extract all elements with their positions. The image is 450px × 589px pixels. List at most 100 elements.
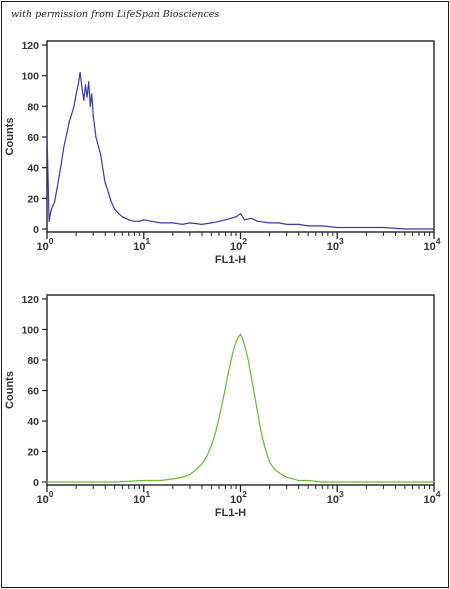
histogram-point (104, 182, 106, 184)
x-tick-label: 104 (424, 236, 441, 253)
histogram-point (92, 481, 94, 483)
histogram-point (46, 133, 48, 135)
y-tick-label: 100 (21, 325, 39, 337)
x-tick-label: 102 (230, 236, 247, 253)
histogram-point (259, 426, 261, 428)
histogram-point (256, 411, 259, 413)
histogram-point (336, 481, 338, 483)
histogram-point (298, 223, 300, 225)
histogram-point (256, 220, 259, 222)
x-tick-exponent: 2 (242, 489, 247, 499)
histogram-point (89, 105, 91, 107)
histogram-point (63, 145, 65, 147)
histogram-point (160, 479, 162, 482)
y-tick-label: 40 (27, 416, 39, 428)
histogram-point (278, 222, 280, 224)
x-tick-exponent: 0 (49, 236, 54, 246)
histogram-point (86, 96, 88, 98)
histogram-point (57, 182, 59, 184)
y-tick-label: 80 (27, 355, 39, 367)
y-tick-label: 120 (21, 40, 39, 52)
histogram-point (114, 481, 116, 483)
x-tick-label: 101 (133, 236, 150, 253)
histogram-point (321, 225, 323, 227)
x-tick-base: 10 (37, 241, 49, 253)
histogram-point (292, 478, 294, 480)
x-axis-label: FL1-H (215, 507, 246, 519)
y-tick-label: 120 (21, 294, 39, 306)
histogram-point (230, 359, 232, 361)
histogram-point (264, 447, 266, 450)
histogram-point (201, 463, 203, 465)
histogram-point (418, 228, 420, 230)
histogram-point (262, 438, 264, 440)
y-tick-label: 80 (27, 101, 39, 113)
x-tick-base: 10 (424, 241, 436, 253)
x-tick-base: 10 (133, 241, 145, 253)
histogram-point (214, 432, 216, 434)
histogram-point (102, 170, 104, 172)
histogram-point (206, 455, 208, 457)
histogram-point (241, 338, 244, 340)
x-tick-label: 100 (37, 489, 54, 506)
x-tick-exponent: 4 (436, 236, 441, 246)
histogram-point (181, 476, 183, 479)
histogram-point (298, 479, 300, 482)
histogram-point (278, 472, 280, 474)
histogram-point (100, 154, 102, 156)
x-tick-label: 103 (327, 489, 344, 506)
histogram-point (83, 99, 85, 101)
histogram-point (181, 223, 183, 225)
histogram-point (235, 216, 237, 218)
histogram-point (107, 191, 109, 193)
histogram-point (307, 479, 309, 482)
x-tick-exponent: 3 (339, 236, 344, 246)
histogram-point (60, 164, 62, 166)
credit-caption: with permission from LifeSpan Bioscience… (11, 9, 220, 20)
histogram-point (114, 208, 116, 210)
y-tick-label: 60 (27, 386, 39, 398)
x-tick-label: 103 (327, 236, 344, 253)
histogram-point (201, 223, 203, 225)
histogram-point (81, 87, 83, 89)
histogram-point (404, 228, 406, 230)
histogram-point (118, 213, 120, 215)
x-tick-label: 102 (230, 489, 247, 506)
histogram-point (46, 481, 48, 483)
histogram-point (73, 105, 75, 107)
histogram-point (97, 145, 100, 147)
histogram-point (353, 226, 355, 229)
histogram-point (210, 444, 212, 446)
histogram-point (138, 220, 140, 222)
histogram-point (160, 222, 162, 224)
histogram-point (227, 371, 230, 373)
histogram-point (218, 220, 220, 222)
plot-frame (46, 40, 435, 233)
histogram-point (79, 72, 81, 74)
histogram-point (150, 220, 153, 222)
histogram-point (269, 222, 271, 224)
histogram-point (235, 341, 237, 343)
histogram-point (286, 223, 288, 225)
y-axis-label: Counts (4, 371, 16, 409)
histogram-point (128, 219, 130, 221)
histogram-point (250, 377, 253, 379)
histogram-point (254, 394, 256, 396)
histogram-point (66, 133, 68, 135)
x-tick-base: 10 (327, 241, 339, 253)
histogram-point (189, 473, 191, 475)
histogram-point (143, 479, 145, 482)
x-tick-label: 100 (37, 236, 54, 253)
histogram-point (88, 81, 90, 83)
histogram-point (224, 386, 227, 389)
histogram-point (54, 200, 56, 202)
histogram-point (237, 336, 239, 338)
histogram-point (353, 481, 355, 483)
x-tick-exponent: 1 (146, 489, 151, 499)
histogram-point (433, 228, 435, 230)
histogram-line (46, 71, 434, 230)
histogram-point (68, 121, 70, 123)
histogram-point (404, 481, 406, 483)
y-tick-label: 0 (33, 224, 39, 236)
